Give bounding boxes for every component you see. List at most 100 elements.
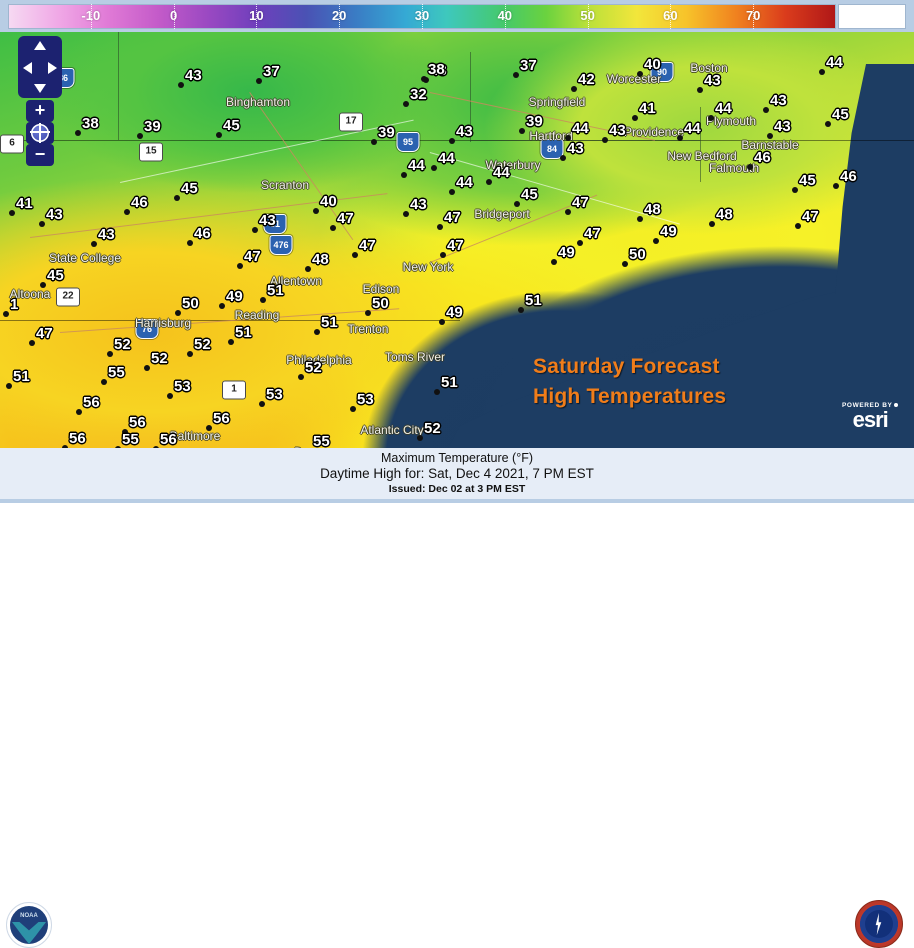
station-temperature-label: 46	[840, 168, 857, 185]
station-dot	[434, 389, 440, 395]
station-dot	[767, 133, 773, 139]
station-temperature-label: 38	[82, 115, 99, 132]
footer-valid-time: Daytime High for: Sat, Dec 4 2021, 7 PM …	[320, 466, 594, 481]
noaa-bird-shape	[12, 922, 46, 944]
station-temperature-label: 51	[267, 282, 284, 299]
station-temperature-label: 45	[832, 106, 849, 123]
station-dot	[833, 183, 839, 189]
zoom-out-button[interactable]: −	[26, 144, 54, 166]
legend-tick	[753, 4, 755, 29]
legend-tick-label: -10	[81, 8, 101, 23]
zoom-in-button[interactable]: +	[26, 100, 54, 122]
station-temperature-label: 40	[644, 56, 661, 73]
map-canvas[interactable]: 86 81 476 84 90 76 95 15 17 6 22 1 Binghamton Scrant…	[0, 32, 914, 448]
station-temperature-label: 46	[754, 149, 771, 166]
station-dot	[403, 211, 409, 217]
city-label: Allentown	[269, 274, 323, 288]
state-border	[118, 32, 120, 140]
station-temperature-label: 53	[357, 391, 374, 408]
station-dot	[174, 195, 180, 201]
station-dot	[187, 240, 193, 246]
station-dot	[115, 446, 121, 448]
station-temperature-label: 52	[194, 336, 211, 353]
station-dot	[560, 155, 566, 161]
station-dot	[153, 446, 159, 448]
station-dot	[298, 374, 304, 380]
station-temperature-label: 39	[144, 118, 161, 135]
us-route-shield-icon: 22	[56, 287, 80, 307]
station-temperature-label: 48	[644, 201, 661, 218]
station-dot	[403, 101, 409, 107]
interstate-shield-icon: 76	[135, 319, 159, 339]
station-dot	[708, 115, 714, 121]
nws-seal-icon	[855, 900, 903, 948]
city-label: Reading	[234, 308, 280, 322]
station-dot	[677, 135, 683, 141]
pan-left-icon[interactable]	[23, 62, 32, 74]
station-temperature-label: 56	[69, 430, 86, 447]
station-temperature-label: 49	[558, 244, 575, 261]
station-temperature-label: 49	[660, 223, 677, 240]
station-dot	[440, 252, 446, 258]
station-temperature-label: 55	[122, 431, 139, 448]
station-temperature-label: 51	[321, 314, 338, 331]
globe-icon[interactable]	[26, 122, 54, 144]
station-dot	[514, 201, 520, 207]
station-temperature-label: 52	[424, 420, 441, 437]
legend-tick-label: 10	[249, 8, 264, 23]
station-temperature-label: 44	[438, 150, 455, 167]
map-navigation-widget[interactable]: + −	[18, 36, 62, 166]
station-dot	[256, 78, 262, 84]
legend-tick	[587, 4, 589, 29]
pan-down-icon[interactable]	[34, 84, 46, 93]
station-temperature-label: 39	[526, 113, 543, 130]
interstate-shield-icon: 95	[396, 132, 420, 152]
station-temperature-label: 41	[639, 100, 656, 117]
state-border	[700, 107, 702, 182]
station-temperature-label: 44	[493, 164, 510, 181]
city-label: Binghamton	[225, 95, 291, 109]
station-dot	[167, 393, 173, 399]
city-label: Hartford	[529, 129, 573, 143]
legend-tick-label: 30	[414, 8, 430, 23]
pan-pad[interactable]	[18, 36, 62, 98]
station-dot	[571, 86, 577, 92]
station-dot	[3, 311, 9, 317]
noaa-logo-text: NOAA	[20, 913, 38, 919]
bottom-strip	[0, 499, 914, 503]
station-temperature-label: 53	[174, 378, 191, 395]
temperature-legend: -10 0 10 20 30 40 50 60 70	[0, 0, 914, 32]
station-dot	[653, 238, 659, 244]
station-dot	[237, 263, 243, 269]
noaa-logo-icon: NOAA	[6, 902, 52, 948]
station-dot	[371, 139, 377, 145]
city-label: Worcester	[606, 72, 662, 86]
station-temperature-label: 51	[235, 324, 252, 341]
station-dot	[519, 128, 525, 134]
station-dot	[76, 409, 82, 415]
station-temperature-label: 52	[305, 359, 322, 376]
station-temperature-label: 43	[456, 123, 473, 140]
station-dot	[795, 223, 801, 229]
station-dot	[216, 132, 222, 138]
interstate-shield-icon: 84	[540, 139, 564, 159]
station-dot	[228, 339, 234, 345]
city-label: Barnstable	[741, 138, 799, 152]
station-temperature-label: 47	[36, 325, 53, 342]
station-dot	[75, 130, 81, 136]
station-temperature-label: 48	[716, 206, 733, 223]
station-dot	[187, 351, 193, 357]
city-label: Dover	[294, 445, 326, 448]
legend-tick	[670, 4, 672, 29]
station-dot	[637, 71, 643, 77]
station-dot	[29, 340, 35, 346]
interstate-shield-icon: 476	[269, 235, 293, 255]
station-temperature-label: 56	[160, 431, 177, 448]
city-label: Edison	[362, 282, 400, 296]
pan-right-icon[interactable]	[48, 62, 57, 74]
station-dot	[437, 224, 443, 230]
station-dot	[206, 425, 212, 431]
station-temperature-label: 37	[263, 63, 280, 80]
pan-up-icon[interactable]	[34, 41, 46, 50]
